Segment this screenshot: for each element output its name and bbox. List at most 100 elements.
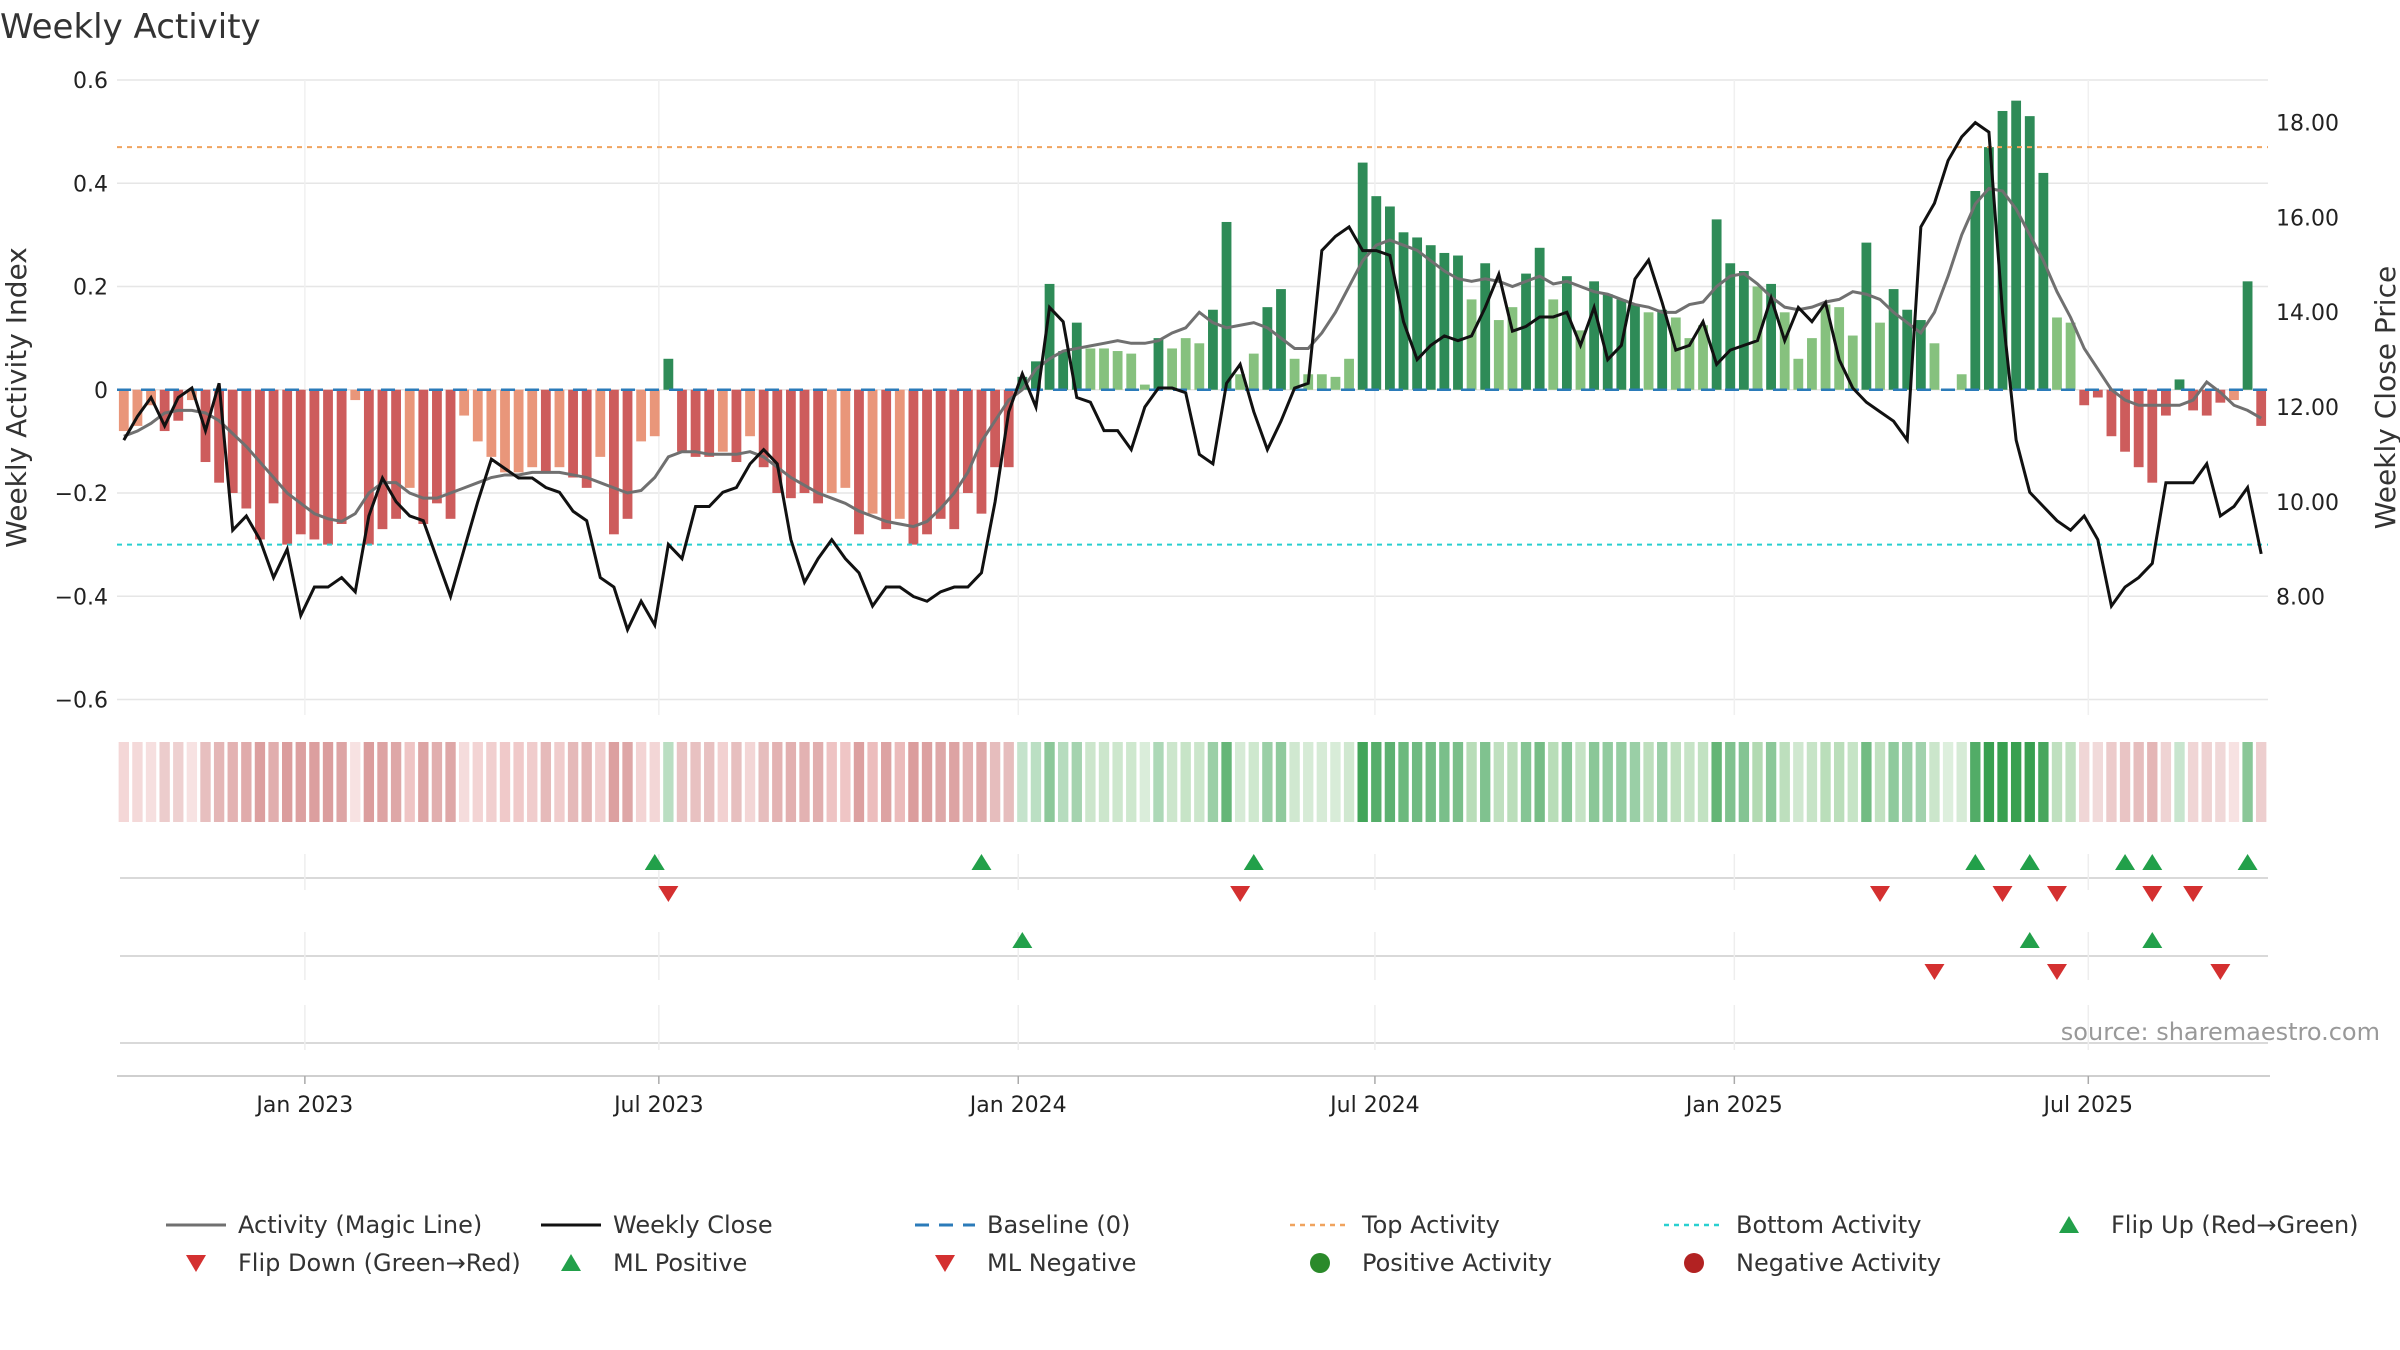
legend-item-weekly-close: Weekly Close xyxy=(541,1211,773,1239)
activity-bar xyxy=(813,389,824,504)
heat-cell xyxy=(1915,742,1927,822)
legend-label: Flip Down (Green→Red) xyxy=(238,1249,521,1277)
activity-bar xyxy=(540,389,551,473)
activity-bar xyxy=(445,389,456,519)
activity-bar xyxy=(1956,374,1967,390)
heat-cell xyxy=(2010,742,2022,822)
heat-cell xyxy=(1439,742,1450,822)
heat-cell xyxy=(1330,742,1341,822)
x-tick-label: Jul 2024 xyxy=(1328,1093,1420,1118)
activity-bar xyxy=(2147,389,2158,483)
legend-swatch xyxy=(186,1255,206,1272)
heat-cell xyxy=(1126,742,1137,822)
left-axis: 0.6 0.4 0.2 0 −0.2 −0.4 −0.6 Weekly Activity In… xyxy=(0,69,108,714)
heat-cell xyxy=(894,742,905,822)
legend-label: Activity (Magic Line) xyxy=(238,1211,482,1239)
activity-bar xyxy=(132,389,143,426)
activity-bar xyxy=(717,389,728,452)
activity-bar xyxy=(649,389,660,437)
heat-cell xyxy=(390,742,402,822)
activity-bar xyxy=(227,389,238,494)
y2-tick-label: 18.00 xyxy=(2276,112,2339,137)
activity-bar xyxy=(1929,343,1940,390)
activity-bar xyxy=(581,389,592,488)
y2-tick-label: 10.00 xyxy=(2276,491,2339,516)
activity-bar xyxy=(935,389,946,519)
activity-bar xyxy=(2024,116,2035,390)
activity-bar xyxy=(908,389,919,545)
legend-label: Negative Activity xyxy=(1736,1249,1941,1277)
heat-cell xyxy=(1970,742,1981,822)
activity-bar xyxy=(2038,172,2049,390)
activity-heat-strip xyxy=(118,742,2267,822)
activity-bar xyxy=(894,389,905,519)
heat-cell xyxy=(1085,742,1096,822)
right-axis: 18.00 16.00 14.00 12.00 10.00 8.00 Weekly Clos… xyxy=(2276,112,2400,611)
legend-item-flip-up: Flip Up (Red→Green) xyxy=(2059,1211,2359,1239)
heat-cell xyxy=(731,742,742,822)
activity-bar xyxy=(1630,304,1640,390)
activity-bar xyxy=(118,389,129,432)
heat-cell xyxy=(350,742,361,822)
activity-bar xyxy=(2215,389,2226,403)
activity-bar xyxy=(1521,273,1531,390)
activity-bar xyxy=(404,389,415,488)
activity-bar xyxy=(731,389,742,463)
activity-bar xyxy=(976,389,987,514)
heat-cell xyxy=(1833,742,1845,822)
activity-bar xyxy=(2120,389,2130,452)
heat-cell xyxy=(2174,742,2185,822)
heat-cell xyxy=(1534,742,1545,822)
heat-cell xyxy=(744,742,756,822)
activity-bar xyxy=(1194,343,1205,390)
flip-up-marker xyxy=(1965,854,1986,870)
activity-bar xyxy=(1167,348,1177,390)
heat-cell xyxy=(1166,742,1178,822)
heat-cell xyxy=(363,742,375,822)
heat-cell xyxy=(159,742,170,822)
heat-cell xyxy=(377,742,388,822)
flip-down-marker xyxy=(2183,886,2204,902)
x-tick-label: Jul 2025 xyxy=(2042,1093,2134,1118)
y2-axis-title: Weekly Close Price xyxy=(2369,266,2400,529)
activity-bar xyxy=(745,389,755,437)
heat-cell xyxy=(908,742,919,822)
activity-bar xyxy=(1003,389,1014,468)
activity-bar xyxy=(1044,283,1055,390)
activity-bar xyxy=(1984,147,1994,390)
heat-cell xyxy=(1602,742,1613,822)
heat-cell xyxy=(1194,742,1205,822)
activity-bar xyxy=(663,358,674,390)
activity-bar xyxy=(1561,276,1572,390)
heat-cell xyxy=(1371,742,1382,822)
activity-bar xyxy=(840,389,851,488)
y-tick-label: −0.4 xyxy=(55,585,108,610)
legend-item-bottom-activity: Bottom Activity xyxy=(1664,1211,1921,1239)
activity-bar xyxy=(922,389,932,535)
activity-bar xyxy=(1412,237,1423,390)
activity-bar xyxy=(159,389,170,432)
activity-bar xyxy=(1738,271,1749,390)
activity-bar xyxy=(1262,307,1273,390)
ml-negative-marker xyxy=(2046,964,2067,980)
activity-bar xyxy=(854,389,864,535)
heat-cell xyxy=(921,742,933,822)
legend-swatch xyxy=(1310,1253,1330,1273)
heat-cell xyxy=(1616,742,1627,822)
heat-cell xyxy=(1902,742,1913,822)
activity-bar xyxy=(826,389,837,494)
heat-cell xyxy=(1248,742,1259,822)
heat-cell xyxy=(649,742,660,822)
activity-bar xyxy=(758,389,769,468)
activity-bar xyxy=(2079,389,2090,406)
heat-cell xyxy=(758,742,769,822)
heat-cell xyxy=(1153,742,1164,822)
activity-bar xyxy=(1548,299,1559,390)
x-tick-label: Jan 2023 xyxy=(254,1093,353,1118)
heat-cell xyxy=(717,742,728,822)
heat-cell xyxy=(186,742,198,822)
heat-cell xyxy=(949,742,960,822)
heat-cell xyxy=(499,742,511,822)
x-tick-label: Jan 2025 xyxy=(1684,1093,1783,1118)
